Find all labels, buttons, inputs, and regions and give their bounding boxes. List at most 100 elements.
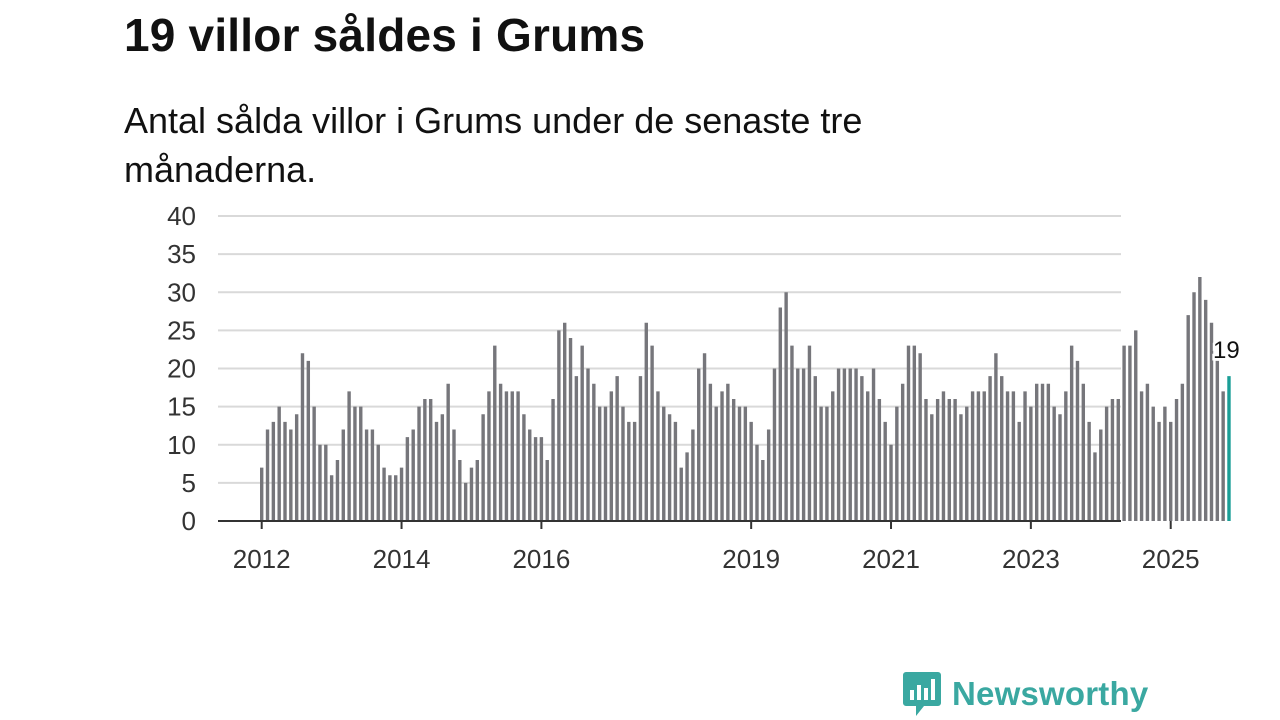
bar xyxy=(918,353,922,521)
bar xyxy=(994,353,998,521)
y-tick-label: 40 xyxy=(167,201,196,231)
bar xyxy=(347,391,351,521)
bar xyxy=(854,368,858,521)
bar xyxy=(807,345,812,521)
bar xyxy=(446,383,450,521)
bar xyxy=(306,360,311,521)
highlight-annotation: 19 xyxy=(1210,335,1242,367)
bar xyxy=(592,383,596,521)
bar xyxy=(294,414,299,521)
bar xyxy=(761,460,765,521)
bar xyxy=(405,437,410,521)
x-tick-label: 2025 xyxy=(1142,544,1200,574)
bar xyxy=(1145,383,1150,521)
y-tick-label: 0 xyxy=(182,506,196,536)
y-tick-label: 10 xyxy=(167,430,196,460)
bar xyxy=(714,406,718,521)
bar xyxy=(1040,383,1045,521)
bar xyxy=(428,399,433,521)
bar xyxy=(481,414,485,521)
x-tick-label: 2016 xyxy=(512,544,570,574)
bar xyxy=(487,391,491,521)
y-tick-label: 35 xyxy=(167,239,196,269)
bar xyxy=(370,429,375,521)
bar xyxy=(1128,345,1132,521)
bar xyxy=(318,444,322,521)
bar xyxy=(615,376,619,521)
bar xyxy=(609,391,614,521)
bar xyxy=(953,399,957,521)
bar xyxy=(1046,383,1051,521)
bar xyxy=(341,429,345,521)
bar xyxy=(737,406,742,521)
bar xyxy=(906,345,911,521)
bar xyxy=(469,467,474,521)
bar xyxy=(528,429,532,521)
bar xyxy=(312,406,316,521)
bar xyxy=(935,399,940,521)
bar xyxy=(522,414,526,521)
bar xyxy=(458,460,462,521)
brand-name: Newsworthy xyxy=(952,675,1149,712)
bar xyxy=(965,406,969,521)
bar xyxy=(1069,345,1074,521)
y-tick-label: 5 xyxy=(182,468,196,498)
bar xyxy=(970,391,975,521)
bar xyxy=(743,406,748,521)
bar xyxy=(825,406,829,521)
bar xyxy=(1163,406,1167,521)
bar xyxy=(1221,391,1225,521)
bar xyxy=(685,452,689,521)
bar xyxy=(394,475,398,521)
bar xyxy=(1058,414,1062,521)
bar xyxy=(1209,322,1214,521)
bar xyxy=(866,391,870,521)
bar xyxy=(924,399,928,521)
bar xyxy=(691,429,695,521)
bar xyxy=(889,444,893,521)
bar xyxy=(1180,383,1185,521)
bar xyxy=(440,414,445,521)
bar xyxy=(1198,277,1202,521)
bar xyxy=(1075,360,1080,521)
bar xyxy=(539,437,544,521)
bar xyxy=(516,391,520,521)
bar xyxy=(831,391,835,521)
bar xyxy=(1174,399,1179,521)
bar xyxy=(504,391,509,521)
bar xyxy=(260,467,264,521)
bar xyxy=(632,421,637,521)
bar xyxy=(545,460,549,521)
bar xyxy=(819,406,823,521)
bar xyxy=(411,429,415,521)
bar xyxy=(1087,421,1091,521)
bar xyxy=(959,414,963,521)
bar xyxy=(778,307,783,521)
newsworthy-logo-icon xyxy=(903,672,941,716)
bar xyxy=(475,460,479,521)
bar xyxy=(731,399,736,521)
bar xyxy=(702,353,707,521)
bar xyxy=(265,429,270,521)
bar xyxy=(1093,452,1097,521)
bar xyxy=(597,406,602,521)
bar xyxy=(498,383,503,521)
y-tick-label: 15 xyxy=(167,392,196,422)
bar xyxy=(749,421,753,521)
bar xyxy=(708,383,713,521)
bar xyxy=(324,444,328,521)
bar xyxy=(644,322,648,521)
x-tick-label: 2021 xyxy=(862,544,920,574)
highlight-value-label: 19 xyxy=(1213,337,1240,364)
bar xyxy=(300,353,305,521)
bar xyxy=(1099,429,1103,521)
bar xyxy=(463,482,468,521)
bar xyxy=(673,421,678,521)
bar xyxy=(1186,315,1190,521)
y-tick-label: 20 xyxy=(167,354,196,384)
bar xyxy=(720,391,724,521)
grid-lines xyxy=(218,215,1121,484)
bar xyxy=(399,467,404,521)
bar xyxy=(726,383,730,521)
x-tick-label: 2023 xyxy=(1002,544,1060,574)
